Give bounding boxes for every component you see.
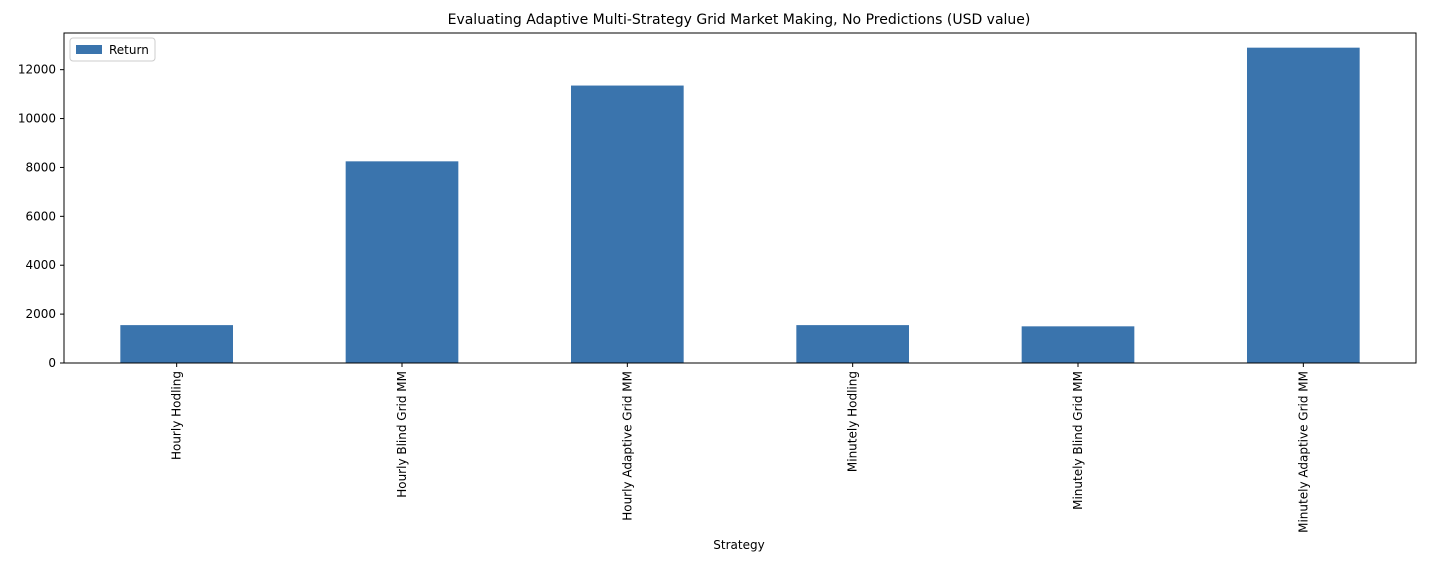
x-axis: Hourly Hodling Hourly Blind Grid MM Hourly… xyxy=(170,363,1310,533)
x-axis-label: Strategy xyxy=(713,538,764,552)
x-tick-label: Minutely Blind Grid MM xyxy=(1071,371,1085,510)
y-axis: 0 2000 4000 6000 8000 10000 12000 xyxy=(18,63,64,370)
y-tick-label: 6000 xyxy=(25,209,56,223)
x-tick-label: Minutely Hodling xyxy=(846,371,860,472)
bar xyxy=(120,325,233,363)
bar xyxy=(1247,47,1360,364)
y-tick-label: 8000 xyxy=(25,160,56,174)
bar xyxy=(1021,326,1135,363)
legend-label: Return xyxy=(109,43,149,57)
y-tick-label: 4000 xyxy=(25,258,56,272)
y-tick-label: 10000 xyxy=(18,112,56,126)
x-tick-label: Hourly Blind Grid MM xyxy=(395,371,409,498)
legend: Return xyxy=(69,37,156,62)
x-tick-label: Hourly Adaptive Grid MM xyxy=(620,371,634,521)
legend-frame xyxy=(69,37,156,62)
bar xyxy=(796,325,909,363)
y-tick-label: 2000 xyxy=(25,307,56,321)
y-tick-label: 0 xyxy=(48,356,56,370)
x-tick-label: Hourly Hodling xyxy=(170,371,184,460)
bar xyxy=(345,161,459,363)
x-tick-label: Minutely Adaptive Grid MM xyxy=(1296,371,1310,533)
bars-group xyxy=(120,47,1360,364)
y-tick-label: 12000 xyxy=(18,63,56,77)
chart-title: Evaluating Adaptive Multi-Strategy Grid … xyxy=(448,12,1031,28)
plot-frame xyxy=(63,32,1417,364)
legend-swatch xyxy=(76,45,102,54)
bar xyxy=(571,85,684,364)
